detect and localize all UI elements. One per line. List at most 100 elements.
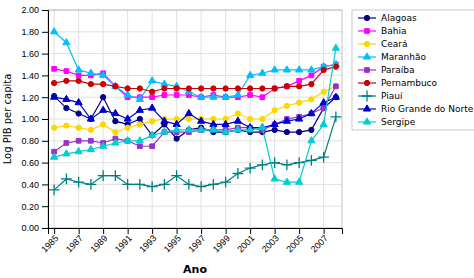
series-marker <box>220 177 231 188</box>
series-marker <box>234 91 241 97</box>
series-marker <box>87 115 94 121</box>
series-marker <box>49 184 60 195</box>
series-marker <box>296 178 303 184</box>
legend-item: Bahia <box>358 26 406 36</box>
series-marker <box>259 69 266 75</box>
y-tick: 1.80 <box>21 27 48 37</box>
series-marker <box>73 177 84 188</box>
y-tick: 0.40 <box>21 180 48 190</box>
series <box>51 93 340 130</box>
y-tick-label: 0.80 <box>21 136 39 146</box>
series-marker <box>174 93 179 98</box>
series-marker <box>247 126 254 132</box>
series-marker <box>122 179 133 190</box>
grid-line-y <box>48 97 342 98</box>
series-marker <box>285 84 290 89</box>
series-marker <box>272 86 277 91</box>
y-axis: 0.000.200.400.600.801.001.201.401.601.80… <box>21 5 48 233</box>
series-marker <box>222 120 229 126</box>
series-marker <box>125 125 130 130</box>
y-axis-title: Log PIB per capita <box>2 74 13 165</box>
series-marker <box>247 86 252 91</box>
x-tick-label: 1991 <box>113 233 134 254</box>
x-axis: 1985198719891991199319951997199920012003… <box>39 228 342 254</box>
y-tick-label: 0.00 <box>21 223 39 233</box>
series-marker <box>208 179 219 190</box>
series-marker <box>159 179 170 190</box>
x-tick-label: 2001 <box>235 233 256 254</box>
series-marker <box>320 99 327 105</box>
series-marker <box>260 116 265 121</box>
series-marker <box>100 81 105 86</box>
series-marker <box>64 105 69 110</box>
series-marker <box>321 67 326 72</box>
series-marker <box>296 129 301 134</box>
series-marker <box>333 84 338 89</box>
grid-line-x <box>54 10 55 228</box>
series-marker <box>196 181 207 192</box>
y-tick-mark <box>42 119 48 120</box>
series-line <box>54 86 336 132</box>
legend-item: Sergipe <box>358 117 416 127</box>
series-marker <box>296 84 301 89</box>
series-marker <box>149 77 156 83</box>
y-tick-mark <box>42 54 48 55</box>
series-marker <box>51 125 56 130</box>
chart-svg: 1985198719891991199319951997199920012003… <box>0 0 474 278</box>
series-marker <box>137 122 142 127</box>
x-tick: 2005 <box>284 228 305 254</box>
series-marker <box>210 126 217 132</box>
series-marker <box>296 100 301 105</box>
y-tick: 1.20 <box>21 93 48 103</box>
series-marker <box>85 179 96 190</box>
series-marker <box>306 155 317 166</box>
series-line <box>54 48 336 182</box>
series <box>51 64 338 94</box>
y-tick-label: 1.20 <box>21 93 39 103</box>
plot-frame <box>48 10 342 228</box>
series-marker <box>137 116 142 121</box>
series-marker <box>332 44 339 50</box>
legend-label: Bahia <box>381 26 406 36</box>
legend-label: Ceará <box>381 39 408 49</box>
x-tick-label: 1987 <box>64 233 85 254</box>
series-marker <box>308 66 315 72</box>
y-tick: 0.60 <box>21 158 48 168</box>
x-tick-mark <box>226 228 227 234</box>
legend-swatch-marker <box>363 105 370 111</box>
series-marker <box>61 174 72 185</box>
series-marker <box>89 138 94 143</box>
series-marker <box>271 120 278 126</box>
series-marker <box>271 175 278 181</box>
legend-item: Paraíba <box>358 65 414 75</box>
series-marker <box>321 89 326 94</box>
series-marker <box>113 119 118 124</box>
y-tick-mark <box>42 163 48 164</box>
series-marker <box>260 86 265 91</box>
legend-swatch-marker <box>363 53 370 59</box>
x-tick-mark <box>54 228 55 234</box>
series-marker <box>259 124 266 130</box>
series-marker <box>281 159 292 170</box>
series-marker <box>257 159 268 170</box>
x-tick-label: 2005 <box>284 233 305 254</box>
series-marker <box>198 126 205 132</box>
series-marker <box>149 131 156 137</box>
y-tick-label: 0.20 <box>21 202 39 212</box>
series-marker <box>124 115 131 121</box>
series-marker <box>283 66 290 72</box>
series-marker <box>75 99 82 105</box>
series-marker <box>174 86 179 91</box>
legend-label: Sergipe <box>381 117 416 127</box>
series-marker <box>137 86 142 91</box>
series-marker <box>113 84 118 89</box>
y-tick: 0.80 <box>21 136 48 146</box>
x-tick-mark <box>128 228 129 234</box>
x-tick-label: 2003 <box>260 233 281 254</box>
y-tick-label: 1.00 <box>21 114 39 124</box>
series-marker <box>272 108 277 113</box>
series-marker <box>63 150 70 156</box>
series-marker <box>234 117 241 123</box>
x-tick-label: 1989 <box>88 233 109 254</box>
series-marker <box>333 64 338 69</box>
